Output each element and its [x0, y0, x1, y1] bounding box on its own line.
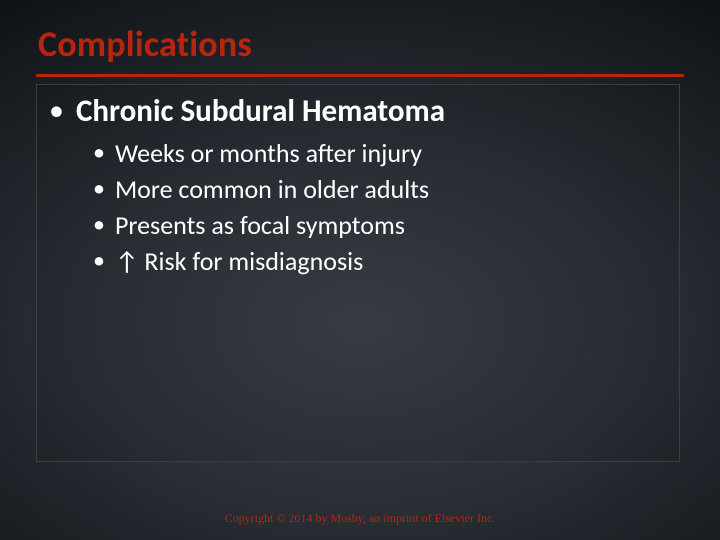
- bullet-glyph: •: [93, 243, 105, 279]
- bullet-level2-text: ↑ Risk for misdiagnosis: [115, 243, 363, 279]
- bullet-level2-text: More common in older adults: [115, 171, 429, 207]
- bullet-glyph: •: [93, 135, 105, 171]
- bullet-level2-text: Presents as focal symptoms: [115, 207, 405, 243]
- bullet-level2-text: Weeks or months after injury: [115, 135, 422, 171]
- content-box: • Chronic Subdural Hematoma • Weeks or m…: [36, 84, 680, 462]
- copyright-footer: Copyright © 2014 by Mosby, an imprint of…: [0, 511, 720, 526]
- bullet-level2: • ↑ Risk for misdiagnosis: [93, 243, 665, 279]
- bullet-level2: • Weeks or months after injury: [93, 135, 665, 171]
- bullet-glyph: •: [93, 207, 105, 243]
- title-wrap: Complications: [38, 22, 682, 66]
- bullet-level2-wrap: • Weeks or months after injury • More co…: [93, 135, 665, 279]
- bullet-glyph: •: [93, 171, 105, 207]
- slide: Complications • Chronic Subdural Hematom…: [0, 0, 720, 540]
- bullet-level2: • Presents as focal symptoms: [93, 207, 665, 243]
- bullet-glyph: •: [49, 91, 64, 131]
- slide-title: Complications: [38, 22, 682, 66]
- bullet-level1: • Chronic Subdural Hematoma: [49, 91, 665, 131]
- title-underline: [36, 74, 684, 77]
- bullet-level1-text: Chronic Subdural Hematoma: [76, 91, 445, 131]
- bullet-level2: • More common in older adults: [93, 171, 665, 207]
